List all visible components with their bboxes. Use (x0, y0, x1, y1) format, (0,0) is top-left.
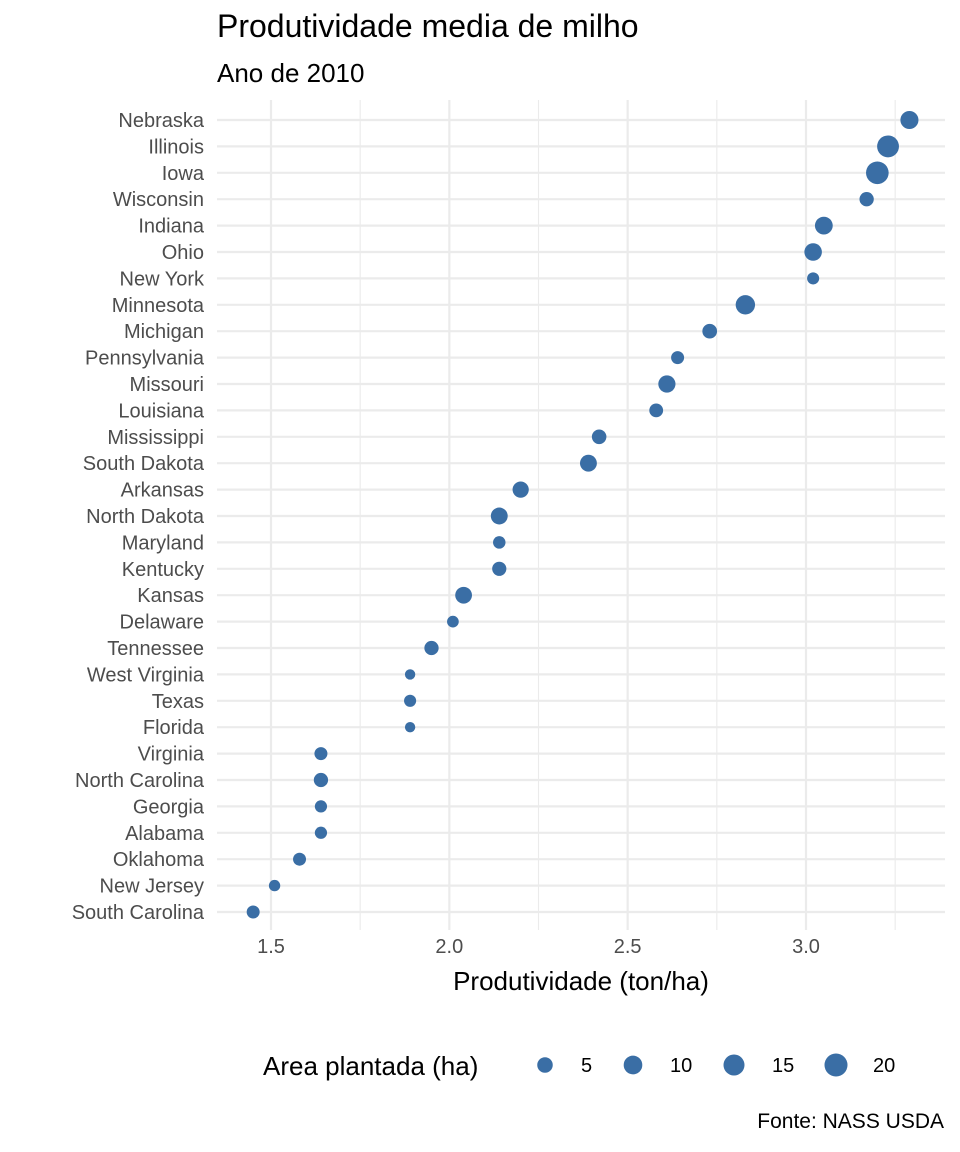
data-point (447, 615, 459, 628)
data-point (404, 669, 416, 680)
legend-label: 15 (772, 1055, 794, 1077)
legend-key (824, 1053, 848, 1077)
data-point (314, 800, 328, 813)
data-points (246, 110, 919, 919)
y-tick-label: Arkansas (121, 480, 204, 502)
data-point (455, 586, 472, 604)
y-tick-label: Illinois (148, 136, 204, 158)
data-point (512, 481, 529, 498)
data-point (804, 243, 822, 261)
data-point (293, 852, 307, 866)
y-tick-label: Georgia (133, 796, 205, 818)
data-point (702, 323, 718, 339)
y-tick-label: Delaware (120, 612, 204, 634)
y-tick-label: New Jersey (100, 876, 204, 898)
data-point (404, 722, 416, 733)
y-tick-label: West Virginia (87, 664, 205, 686)
y-tick-label: Wisconsin (113, 189, 204, 211)
data-point (314, 747, 328, 761)
data-point (424, 640, 439, 656)
data-point (735, 295, 756, 315)
y-tick-label: Michigan (124, 321, 204, 343)
y-tick-label: North Carolina (75, 770, 205, 792)
x-tick-label: 2.5 (614, 936, 642, 958)
data-point (649, 403, 664, 418)
data-point (490, 507, 508, 525)
chart-subtitle: Ano de 2010 (217, 58, 365, 88)
data-point (493, 536, 506, 549)
data-point (492, 561, 507, 576)
legend-key (623, 1055, 643, 1075)
y-tick-label: Texas (152, 691, 204, 713)
x-tick-label: 3.0 (792, 936, 820, 958)
data-point (313, 772, 329, 788)
y-tick-label: Missouri (130, 374, 204, 396)
y-tick-label: Kansas (137, 585, 204, 607)
legend: Area plantada (ha) 5 10 15 20 (263, 1051, 895, 1081)
data-point (246, 905, 260, 919)
y-tick-label: Indiana (138, 216, 204, 238)
legend-title: Area plantada (ha) (263, 1051, 478, 1081)
data-point (814, 216, 833, 235)
y-tick-label: Nebraska (118, 110, 204, 132)
data-point (314, 826, 328, 839)
data-point (807, 272, 820, 285)
y-tick-label: Tennessee (107, 638, 204, 660)
legend-label: 5 (581, 1055, 592, 1077)
y-tick-label: Virginia (138, 744, 205, 766)
y-tick-label: New York (120, 268, 205, 290)
y-tick-label: Iowa (162, 163, 205, 185)
legend-key (723, 1054, 745, 1076)
x-tick-label: 2.0 (435, 936, 463, 958)
x-axis-label: Produtividade (ton/ha) (453, 966, 709, 996)
chart-title: Produtividade media de milho (217, 8, 639, 44)
data-point (866, 161, 889, 185)
data-point (658, 375, 676, 393)
legend-label: 20 (873, 1055, 895, 1077)
legend-label: 10 (670, 1055, 692, 1077)
data-point (900, 110, 919, 130)
y-tick-label: Oklahoma (113, 849, 205, 871)
legend-key (537, 1057, 553, 1073)
y-tick-label: Mississippi (107, 427, 204, 449)
y-tick-label: Alabama (125, 823, 205, 845)
y-tick-label: South Dakota (83, 453, 205, 475)
data-point (268, 879, 281, 892)
y-tick-label: Pennsylvania (85, 348, 205, 370)
y-tick-label: Kentucky (122, 559, 204, 581)
x-tick-label: 1.5 (257, 936, 285, 958)
y-tick-label: South Carolina (72, 902, 205, 924)
data-point (877, 135, 899, 158)
data-point (404, 694, 417, 707)
x-axis-ticks: 1.5 2.0 2.5 3.0 (257, 936, 820, 958)
y-tick-label: North Dakota (86, 506, 205, 528)
y-tick-label: Minnesota (112, 295, 205, 317)
grid (217, 100, 945, 930)
y-tick-label: Florida (143, 717, 205, 739)
y-tick-label: Louisiana (118, 400, 205, 422)
data-point (671, 351, 685, 365)
data-point (859, 192, 874, 207)
data-point (591, 429, 607, 445)
data-point (579, 454, 597, 472)
caption: Fonte: NASS USDA (757, 1110, 944, 1133)
y-tick-label: Ohio (162, 242, 204, 264)
y-axis-labels: Nebraska Illinois Iowa Wisconsin Indiana Ohio… (72, 110, 205, 924)
y-tick-label: Maryland (122, 532, 204, 554)
